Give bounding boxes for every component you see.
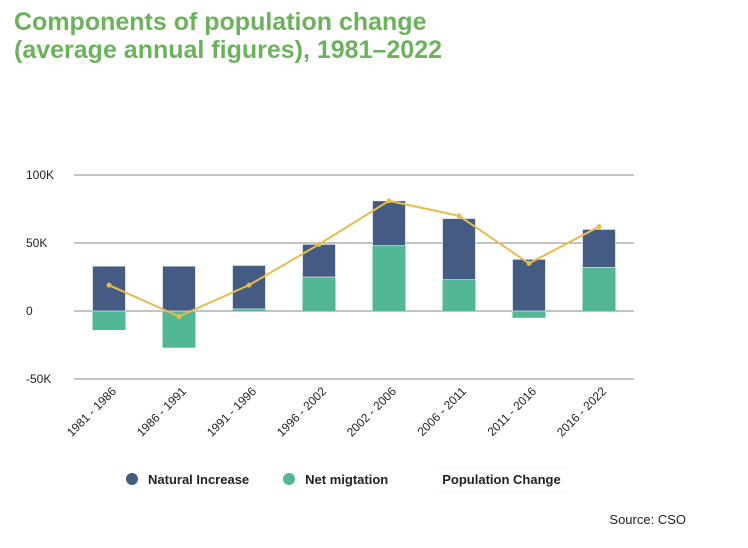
bars: [92, 200, 616, 348]
bar-net-migration[interactable]: [302, 277, 336, 311]
source-note: Source: CSO: [609, 512, 686, 527]
y-tick-label: 0: [26, 304, 33, 318]
population-change-line-layer: [106, 198, 602, 319]
gridlines: [74, 174, 634, 380]
bar-net-migration[interactable]: [232, 308, 266, 311]
legend-label-net-migration: Net migtation: [305, 471, 389, 487]
chart-title: Components of population change (average…: [14, 8, 734, 64]
legend-swatch-natural-increase: [126, 473, 138, 485]
y-tick-label: 100K: [26, 168, 54, 182]
y-tick-label: 50K: [26, 236, 47, 250]
bar-natural-increase[interactable]: [92, 265, 126, 312]
legend-item-population-change[interactable]: Population Change: [438, 466, 569, 492]
x-tick-label: 1981 - 1986: [64, 384, 119, 439]
population-change-point[interactable]: [316, 241, 322, 247]
x-tick-label: 1986 - 1991: [134, 384, 189, 439]
bar-net-migration[interactable]: [92, 311, 126, 331]
population-change-point[interactable]: [106, 282, 112, 288]
x-axis-ticks: 1981 - 1986 1986 - 1991 1991 - 1996 1996 - …: [64, 384, 609, 439]
bar-natural-increase[interactable]: [442, 218, 476, 281]
legend-item-natural-increase[interactable]: Natural Increase: [126, 472, 249, 487]
bar-net-migration[interactable]: [442, 279, 476, 311]
x-tick-label: 2006 - 2011: [415, 384, 470, 439]
x-tick-label: 1991 - 1996: [204, 384, 259, 439]
legend-item-net-migration[interactable]: Net migtation: [283, 472, 388, 487]
legend-label-natural-increase: Natural Increase: [148, 471, 250, 487]
population-change-point[interactable]: [246, 282, 252, 288]
population-change-line: [108, 199, 600, 318]
bar-natural-increase[interactable]: [302, 244, 336, 278]
x-tick-label: 2011 - 2016: [485, 384, 540, 439]
legend-swatch-net-migration: [283, 473, 296, 485]
x-tick-label: 2016 - 2022: [554, 384, 609, 439]
bar-natural-increase[interactable]: [512, 259, 546, 312]
legend-label-population-change: Population Change: [442, 471, 561, 487]
population-change-point[interactable]: [386, 198, 392, 204]
legend: Natural Increase Net migtation Populatio…: [126, 466, 569, 492]
bar-net-migration[interactable]: [582, 267, 616, 311]
bar-natural-increase[interactable]: [582, 229, 616, 268]
chart-title-line-1: Components of population change: [14, 8, 427, 36]
y-axis-ticks: 100K 50K 0 -50K: [26, 168, 54, 386]
chart-title-line-2: (average annual figures), 1981–2022: [14, 36, 443, 64]
population-change-point[interactable]: [526, 260, 532, 266]
x-tick-label: 1996 - 2002: [274, 384, 329, 439]
x-tick-label: 2002 - 2006: [344, 384, 399, 439]
population-change-point[interactable]: [176, 313, 182, 319]
y-tick-label: -50K: [26, 372, 51, 386]
bar-net-migration[interactable]: [372, 245, 406, 311]
bar-net-migration[interactable]: [512, 311, 546, 318]
population-change-point[interactable]: [456, 213, 462, 219]
population-change-point[interactable]: [596, 224, 602, 230]
bar-natural-increase[interactable]: [162, 265, 196, 312]
